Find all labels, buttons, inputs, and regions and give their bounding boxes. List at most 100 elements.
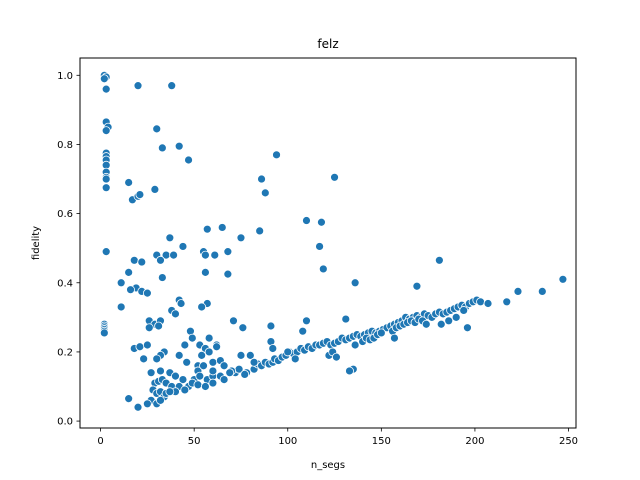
data-point bbox=[171, 371, 180, 381]
data-point bbox=[245, 350, 255, 360]
data-point bbox=[156, 395, 165, 405]
data-point bbox=[195, 371, 205, 381]
plot-area-frame bbox=[79, 57, 577, 429]
data-point bbox=[178, 242, 188, 251]
data-point bbox=[208, 378, 218, 388]
data-point bbox=[180, 340, 190, 350]
x-tick-label: 250 bbox=[559, 436, 578, 447]
y-axis-label: fidelity bbox=[31, 226, 42, 260]
data-point bbox=[298, 326, 308, 336]
data-point bbox=[135, 190, 145, 199]
data-point bbox=[154, 321, 164, 331]
data-point bbox=[204, 347, 214, 357]
data-point bbox=[202, 224, 212, 234]
data-point bbox=[412, 281, 422, 291]
data-point bbox=[212, 342, 222, 352]
x-tick-label: 0 bbox=[97, 436, 103, 447]
data-point bbox=[502, 297, 512, 307]
data-point bbox=[116, 278, 126, 288]
data-point bbox=[152, 354, 162, 364]
data-point bbox=[345, 366, 354, 376]
data-point bbox=[217, 223, 227, 232]
data-point bbox=[200, 382, 210, 391]
data-point bbox=[317, 217, 326, 227]
data-point bbox=[255, 226, 265, 236]
data-point bbox=[290, 354, 300, 364]
data-point bbox=[150, 184, 160, 194]
points-layer bbox=[99, 70, 568, 412]
data-point bbox=[302, 216, 311, 225]
data-point bbox=[174, 350, 184, 360]
data-point bbox=[187, 333, 197, 343]
data-point bbox=[101, 174, 111, 184]
data-point bbox=[157, 273, 167, 282]
data-point bbox=[156, 255, 165, 265]
data-point bbox=[558, 274, 568, 284]
data-point bbox=[146, 368, 156, 378]
y-tick-label: 0.2 bbox=[57, 347, 73, 358]
y-tick-label: 0.6 bbox=[57, 209, 73, 220]
data-point bbox=[142, 288, 152, 298]
data-point bbox=[152, 124, 162, 134]
data-point bbox=[142, 340, 152, 350]
data-point bbox=[124, 178, 134, 187]
data-point bbox=[157, 143, 167, 153]
data-point bbox=[135, 342, 145, 352]
data-point bbox=[176, 299, 186, 308]
data-point bbox=[459, 306, 469, 315]
y-tick-label: 0.4 bbox=[57, 278, 73, 289]
x-tick-label: 100 bbox=[278, 436, 297, 447]
x-tick-label: 150 bbox=[372, 436, 391, 447]
data-point bbox=[451, 312, 461, 322]
x-axis-ticks: 0 50 100 150 200 250 bbox=[97, 428, 578, 447]
data-point bbox=[139, 354, 149, 364]
data-point bbox=[421, 319, 431, 329]
data-point bbox=[229, 316, 238, 326]
data-point bbox=[133, 81, 143, 91]
data-point bbox=[376, 328, 386, 338]
data-point bbox=[302, 316, 311, 326]
data-point bbox=[238, 323, 248, 333]
data-point bbox=[330, 172, 339, 182]
data-point bbox=[101, 84, 111, 94]
data-point bbox=[225, 368, 235, 378]
data-point bbox=[341, 314, 351, 324]
data-point bbox=[223, 247, 233, 257]
data-point bbox=[101, 247, 111, 257]
data-point bbox=[182, 357, 192, 367]
data-point bbox=[315, 242, 324, 251]
data-point bbox=[219, 375, 229, 384]
data-point bbox=[116, 302, 126, 312]
data-point bbox=[436, 319, 446, 329]
y-tick-label: 1.0 bbox=[57, 71, 73, 82]
data-point bbox=[200, 267, 210, 277]
data-point bbox=[124, 394, 134, 404]
data-point bbox=[184, 155, 193, 165]
data-point bbox=[444, 316, 454, 326]
data-point bbox=[129, 255, 139, 265]
data-point bbox=[193, 380, 203, 390]
data-point bbox=[537, 287, 547, 296]
data-point bbox=[171, 309, 180, 319]
data-point bbox=[167, 81, 177, 91]
data-point bbox=[236, 233, 246, 243]
data-point bbox=[137, 257, 147, 267]
data-point bbox=[332, 352, 341, 362]
data-point bbox=[165, 387, 175, 397]
data-point bbox=[272, 150, 281, 160]
data-point bbox=[174, 141, 184, 151]
data-point bbox=[156, 366, 165, 376]
data-point bbox=[101, 126, 111, 136]
data-point bbox=[483, 299, 493, 308]
data-point bbox=[144, 323, 154, 333]
data-point bbox=[142, 399, 152, 409]
data-point bbox=[390, 333, 399, 343]
data-point bbox=[350, 340, 360, 350]
data-point bbox=[178, 375, 188, 384]
data-point bbox=[165, 233, 175, 243]
data-point bbox=[513, 287, 523, 296]
data-point bbox=[223, 269, 233, 279]
data-point bbox=[476, 297, 485, 307]
data-point bbox=[204, 333, 214, 343]
y-tick-label: 0.0 bbox=[57, 417, 73, 428]
